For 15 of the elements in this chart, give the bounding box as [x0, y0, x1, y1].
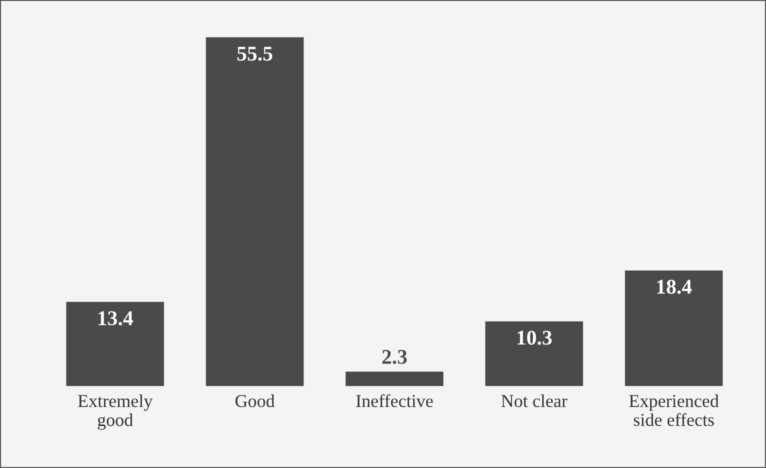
data-label: 2.3 — [382, 350, 407, 364]
data-label: 55.5 — [237, 46, 272, 61]
bar — [206, 37, 304, 386]
x-tick-label: Ineffective — [356, 394, 433, 408]
x-tick-label: Extremely good — [78, 394, 153, 430]
x-tick-label: Not clear — [501, 394, 568, 408]
bar — [485, 321, 584, 386]
x-tick-label: Good — [235, 394, 275, 408]
data-label: 18.4 — [657, 280, 692, 294]
x-tick-label: Experienced side effects — [629, 394, 719, 426]
data-label: 10.3 — [518, 330, 552, 345]
data-label: 13.4 — [98, 311, 133, 326]
bar — [346, 372, 444, 386]
bar — [624, 270, 723, 386]
bar — [66, 302, 164, 386]
